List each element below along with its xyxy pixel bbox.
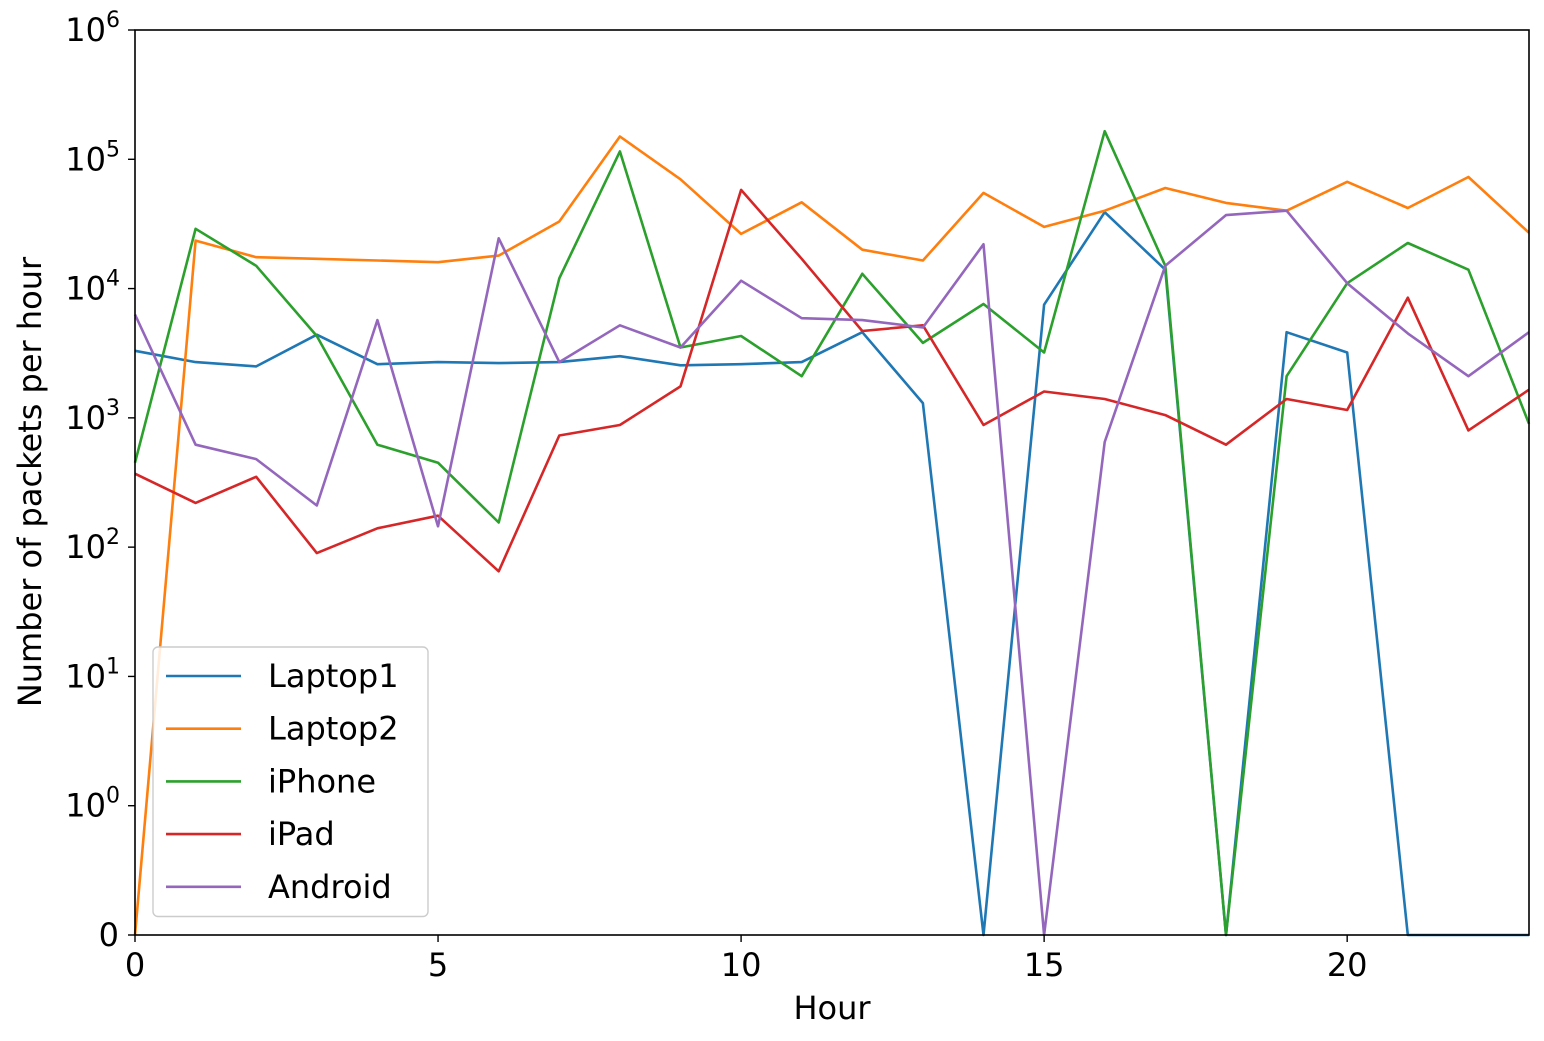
legend-label-iphone: iPhone [268,762,376,800]
x-tick-label: 15 [1024,946,1065,984]
x-axis: 0 5 10 15 20 [125,935,1368,984]
series-line-laptop1 [134,210,1529,937]
legend-label-laptop1: Laptop1 [268,657,399,695]
legend-box [152,646,429,918]
y-tick-exponent: 4 [106,267,120,292]
legend-label-android: Android [268,868,392,906]
legend: Laptop1 Laptop2 iPhone iPad Android [152,646,429,918]
y-tick-label: 10 [65,657,106,695]
y-tick-label: 10 [65,787,106,825]
x-tick-label: 5 [428,946,448,984]
y-tick-label: 10 [65,399,106,437]
y-tick-label: 10 [65,11,106,49]
legend-label-ipad: iPad [268,815,335,853]
x-tick-label: 10 [721,946,762,984]
x-axis-label: Hour [793,989,871,1027]
series-line-android [133,209,1530,937]
y-tick-label: 10 [65,270,106,308]
series-layer [133,129,1531,937]
series-line-ipad [134,188,1530,573]
y-tick-label: 0 [99,916,119,954]
y-tick-label: 10 [65,140,106,178]
y-tick-exponent: 1 [106,654,120,679]
y-axis-label: Number of packets per hour [11,256,49,707]
legend-label-laptop2: Laptop2 [268,710,399,748]
y-tick-exponent: 5 [106,137,120,162]
x-tick-label: 0 [125,946,145,984]
y-tick-label: 10 [65,528,106,566]
x-tick-label: 20 [1327,946,1368,984]
plot-frame [134,29,1530,936]
y-tick-exponent: 0 [106,784,120,809]
series-line-laptop2 [133,135,1530,936]
y-tick-exponent: 6 [106,8,120,33]
y-tick-exponent: 3 [106,396,120,421]
y-tick-exponent: 2 [106,525,120,550]
series-line-iphone [133,129,1531,937]
